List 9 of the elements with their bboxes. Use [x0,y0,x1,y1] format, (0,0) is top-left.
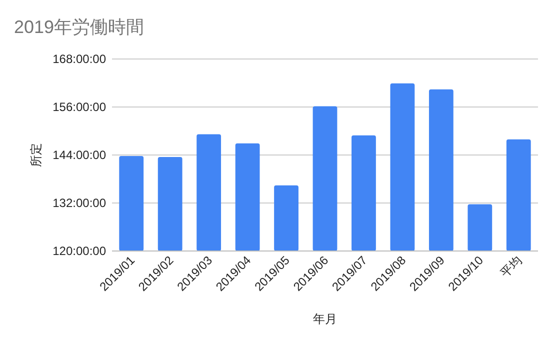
y-tick-label: 144:00:00 [52,148,106,162]
y-tick-label: 120:00:00 [52,244,106,258]
y-axis-title: 所定 [29,143,43,167]
y-tick-label: 168:00:00 [52,52,106,66]
chart-title: 2019年労働時間 [14,17,144,37]
y-tick-label: 132:00:00 [52,196,106,210]
x-tick-label: 平均 [498,253,525,280]
x-axis-title: 年月 [313,312,337,326]
y-tick-label: 156:00:00 [52,100,106,114]
